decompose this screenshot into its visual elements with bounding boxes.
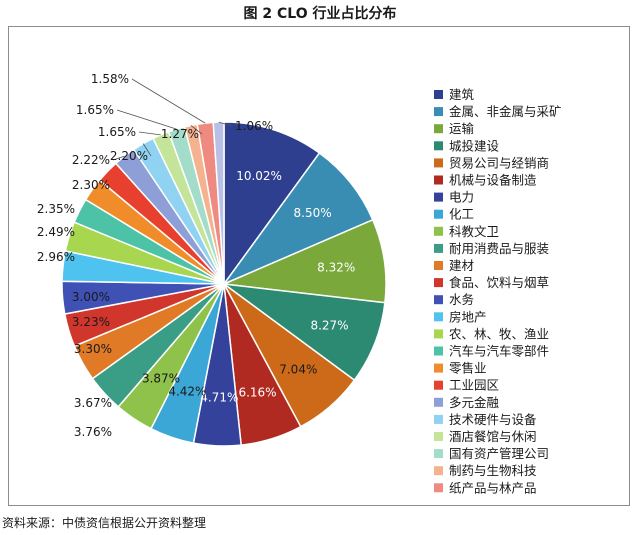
leader-line-23 <box>190 125 203 135</box>
slice-value-label-19: 2.22% <box>72 153 110 167</box>
legend-swatch-12 <box>434 278 443 288</box>
legend-label-14: 房地产 <box>449 309 487 324</box>
slice-value-label-25: 1.06% <box>235 119 273 133</box>
slice-value-label-3: 8.32% <box>317 261 355 275</box>
slice-value-label-6: 6.16% <box>238 385 276 399</box>
pie-slice-2 <box>221 152 374 286</box>
legend-swatch-18 <box>434 380 443 390</box>
legend-label-21: 酒店餐馆与休闲 <box>449 429 537 444</box>
pie-slice-1 <box>223 121 321 287</box>
legend-label-23: 制药与生物科技 <box>449 463 537 478</box>
legend-label-15: 农、林、牧、渔业 <box>449 326 549 341</box>
legend-swatch-7 <box>434 192 443 202</box>
slice-value-label-13: 3.23% <box>72 315 110 329</box>
legend-swatch-1 <box>434 90 443 99</box>
legend-label-19: 多元金融 <box>449 395 500 410</box>
leader-line-20 <box>142 143 152 157</box>
legend-swatch-23 <box>434 466 443 476</box>
slice-value-label-23: 1.27% <box>161 127 199 141</box>
slice-value-label-15: 2.96% <box>37 250 75 264</box>
legend-label-2: 金属、非金属与采矿 <box>449 104 562 119</box>
legend-swatch-14 <box>434 312 443 322</box>
leader-line-24 <box>131 78 206 124</box>
legend-label-18: 工业园区 <box>449 378 499 393</box>
figure-title: 图 2 CLO 行业占比分布 <box>243 6 397 22</box>
legend-label-11: 建材 <box>449 258 474 273</box>
slice-value-label-4: 8.27% <box>310 319 348 333</box>
slice-value-label-12: 3.30% <box>74 342 112 356</box>
legend-swatch-15 <box>434 329 443 339</box>
slice-value-label-17: 2.35% <box>37 202 75 216</box>
slice-value-label-10: 3.76% <box>74 425 112 439</box>
legend-swatch-24 <box>434 483 443 493</box>
slice-value-label-16: 2.49% <box>37 225 75 239</box>
legend-swatch-10 <box>434 243 443 253</box>
leader-line-22 <box>116 109 177 130</box>
slice-value-label-5: 7.04% <box>279 363 317 377</box>
legend-swatch-6 <box>434 175 443 185</box>
legend-swatch-20 <box>434 414 443 424</box>
legend-label-9: 科教文卫 <box>449 224 499 239</box>
legend-swatch-19 <box>434 397 443 407</box>
slice-value-label-2: 8.50% <box>294 206 332 220</box>
legend-swatch-2 <box>434 107 443 117</box>
legend-label-12: 食品、饮料与烟草 <box>449 275 549 290</box>
legend-label-24: 纸产品与林产品 <box>449 480 537 495</box>
slice-value-label-14: 3.00% <box>72 290 110 304</box>
slice-value-label-18: 2.30% <box>72 178 110 192</box>
legend-label-17: 零售业 <box>449 361 487 376</box>
legend-label-5: 贸易公司与经销商 <box>449 155 549 170</box>
leader-line-25 <box>218 121 233 127</box>
legend-label-6: 机械与设备制造 <box>449 173 537 188</box>
source-note: 资料来源：中债资信根据公开资料整理 <box>2 516 207 530</box>
slice-value-label-9: 3.87% <box>142 371 180 385</box>
leader-line-21 <box>138 131 161 136</box>
slice-value-label-21: 1.65% <box>98 125 136 139</box>
legend-swatch-21 <box>434 432 443 441</box>
pie-chart: 10.02% 8.50% 8.32% 8.27% 7.04%6.16%4.71%4.42… <box>37 72 562 495</box>
legend-label-1: 建筑 <box>449 87 475 102</box>
legend-swatch-11 <box>434 261 443 270</box>
legend-swatch-9 <box>434 226 443 236</box>
chart-frame: 10.02% 8.50% 8.32% 8.27% 7.04% 6.16% 4.71% 4.42… <box>8 26 630 506</box>
slice-value-label-8: 4.42% <box>168 384 206 398</box>
slice-value-label-20: 2.20% <box>110 149 148 163</box>
slice-value-label-11: 3.67% <box>74 396 112 410</box>
legend-swatch-22 <box>434 449 443 459</box>
leader-line-19 <box>112 155 125 161</box>
legend-label-7: 电力 <box>449 190 474 205</box>
slice-value-label-7: 4.71% <box>200 390 238 404</box>
legend-swatch-16 <box>434 346 443 356</box>
slice-value-label-22: 1.65% <box>76 103 114 117</box>
legend-swatch-8 <box>434 209 443 219</box>
legend-swatch-13 <box>434 295 443 305</box>
legend-label-20: 技术硬件与设备 <box>449 412 537 427</box>
slice-value-label-1: 10.02% <box>236 169 282 183</box>
legend-label-16: 汽车与汽车零部件 <box>449 344 549 359</box>
legend-swatch-5 <box>434 158 443 168</box>
legend-swatch-3 <box>434 124 443 134</box>
slice-value-label-24: 1.58% <box>91 72 129 86</box>
legend-label-8: 化工 <box>449 207 474 222</box>
legend-label-10: 耐用消费品与服装 <box>449 241 549 256</box>
legend-label-13: 水务 <box>449 292 474 307</box>
legend-label-4: 城投建设 <box>449 138 500 153</box>
legend-swatch-17 <box>434 363 443 373</box>
legend-label-3: 运输 <box>449 121 475 136</box>
legend-swatch-4 <box>434 141 443 151</box>
legend-label-22: 国有资产管理公司 <box>449 446 549 461</box>
